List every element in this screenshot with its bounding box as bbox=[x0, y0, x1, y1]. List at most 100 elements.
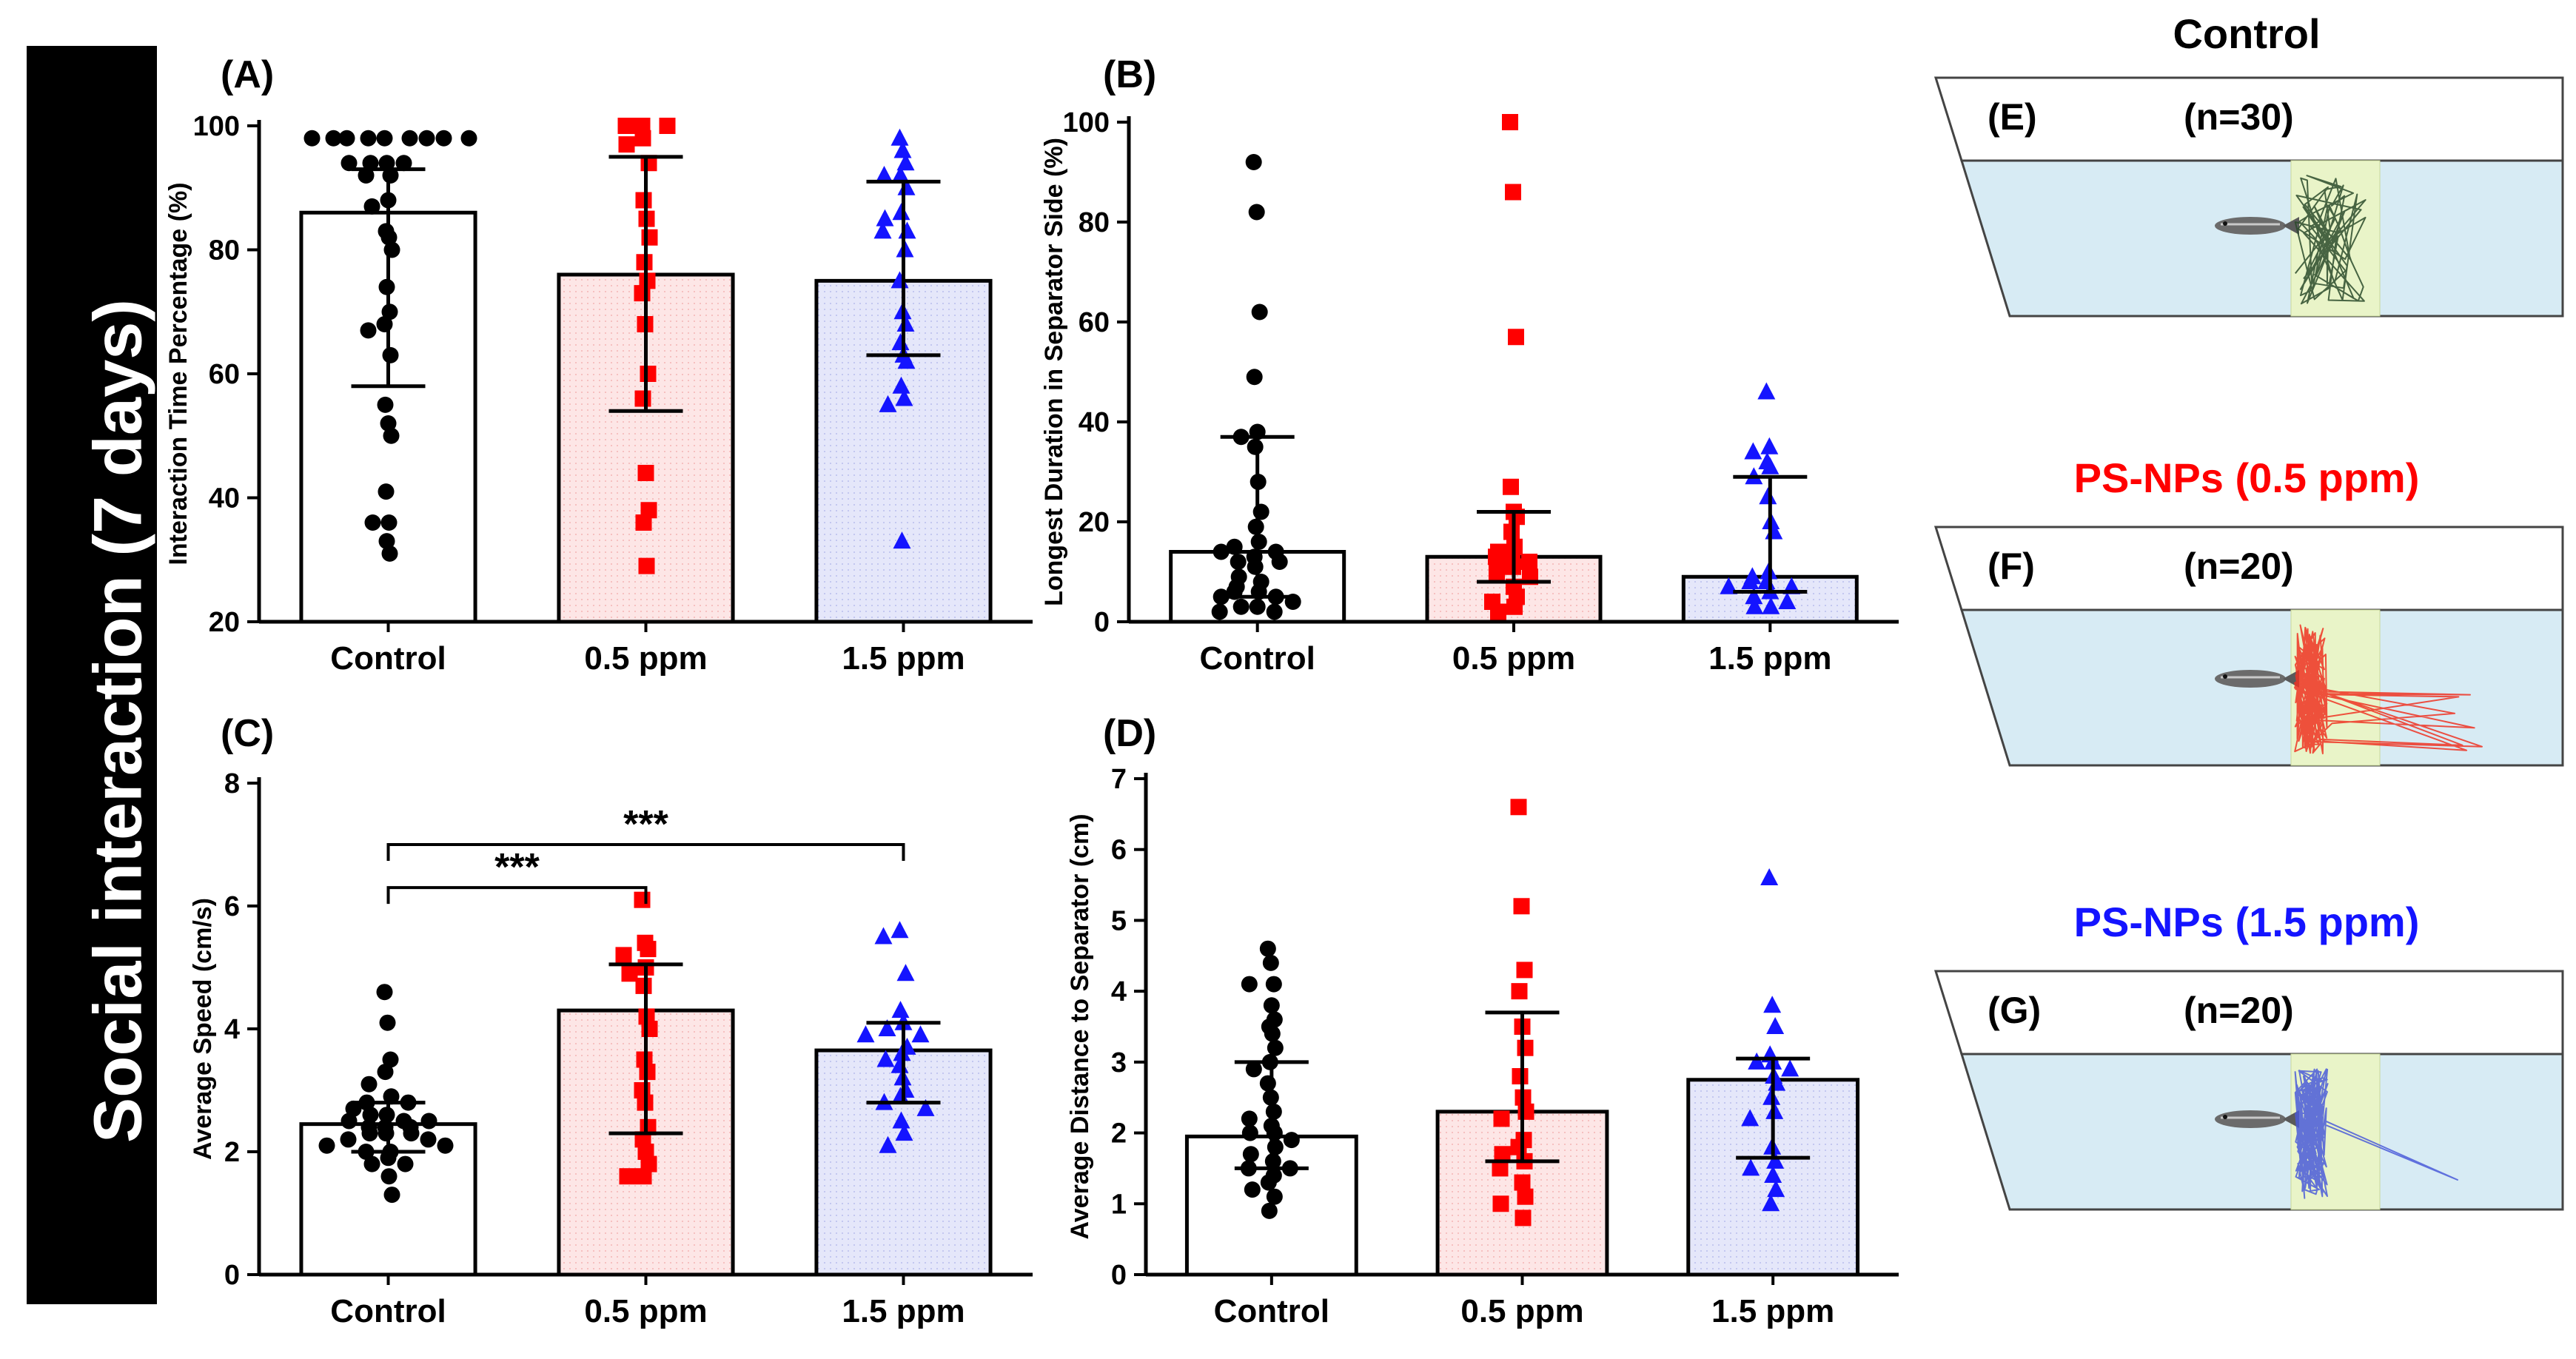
data-point bbox=[358, 167, 375, 184]
data-point bbox=[634, 285, 651, 302]
data-point bbox=[640, 1155, 657, 1172]
data-point bbox=[1492, 1160, 1509, 1177]
x-tick-label: Control bbox=[330, 640, 446, 677]
data-point bbox=[1212, 543, 1230, 560]
data-point bbox=[383, 1187, 400, 1204]
data-point bbox=[634, 390, 651, 407]
data-point bbox=[1516, 962, 1533, 979]
data-point bbox=[380, 1150, 397, 1167]
data-point bbox=[376, 130, 393, 147]
data-point bbox=[1263, 997, 1280, 1014]
y-tick-label: 3 bbox=[1111, 1047, 1127, 1078]
tracking-panel-f: PS-NPs (0.5 ppm) (F) (n=20) bbox=[1933, 454, 2564, 767]
data-point bbox=[1488, 548, 1504, 566]
fish-body bbox=[2215, 1110, 2286, 1128]
data-point bbox=[338, 130, 355, 147]
data-point bbox=[1508, 329, 1524, 346]
data-point bbox=[361, 1125, 378, 1142]
data-point bbox=[1266, 1188, 1283, 1205]
y-tick-label: 7 bbox=[1111, 764, 1127, 795]
data-point bbox=[1766, 1017, 1785, 1034]
tank-water bbox=[1959, 1053, 2564, 1211]
data-point bbox=[891, 1001, 910, 1019]
data-point bbox=[1762, 1194, 1780, 1212]
data-point bbox=[1781, 1059, 1799, 1077]
significance-bracket bbox=[386, 843, 905, 861]
tracking-title: PS-NPs (0.5 ppm) bbox=[2074, 454, 2420, 501]
panel-label: (E) bbox=[1988, 96, 2037, 138]
x-tick-label: 0.5 ppm bbox=[1452, 640, 1575, 677]
data-point bbox=[1759, 487, 1777, 505]
data-point bbox=[1510, 1138, 1527, 1155]
y-tick-label: 0 bbox=[1094, 607, 1110, 638]
data-point bbox=[418, 130, 435, 147]
data-point bbox=[1251, 303, 1268, 321]
data-point bbox=[1511, 983, 1528, 1000]
data-point bbox=[1264, 1025, 1281, 1042]
data-point bbox=[395, 155, 412, 172]
data-point bbox=[1517, 1103, 1534, 1120]
data-point bbox=[873, 221, 892, 239]
data-point bbox=[377, 1064, 394, 1081]
data-point bbox=[1517, 1039, 1534, 1056]
data-point bbox=[325, 130, 342, 147]
data-point bbox=[1245, 1061, 1262, 1078]
x-tick-label: Control bbox=[330, 1293, 446, 1329]
fish-eye bbox=[2223, 674, 2227, 679]
data-point bbox=[1267, 1138, 1284, 1155]
y-tick-label: 60 bbox=[209, 359, 240, 390]
data-point bbox=[1252, 503, 1269, 520]
data-point bbox=[1259, 940, 1276, 957]
data-point bbox=[376, 316, 393, 332]
data-point bbox=[1742, 1158, 1760, 1176]
data-point bbox=[1248, 204, 1265, 221]
y-tick-label: 8 bbox=[224, 768, 240, 799]
data-point bbox=[638, 557, 655, 574]
fish-icon bbox=[2215, 217, 2299, 235]
data-point bbox=[1744, 442, 1762, 460]
data-point bbox=[896, 315, 915, 332]
data-point bbox=[401, 130, 418, 147]
x-tick-label: Control bbox=[1214, 1293, 1329, 1329]
tracks-layer: Control (E) (n=30) PS-NPs (0.5 ppm) (F) (n=20… bbox=[1933, 10, 2564, 1211]
data-point bbox=[893, 141, 912, 158]
data-point bbox=[1763, 996, 1782, 1013]
y-axis-label: Average Distance to Separator (cm) bbox=[1066, 813, 1094, 1239]
y-tick-label: 20 bbox=[1079, 507, 1110, 538]
tank-water bbox=[1959, 159, 2564, 318]
data-point bbox=[362, 155, 379, 172]
data-point bbox=[635, 192, 652, 209]
data-point bbox=[635, 977, 652, 994]
data-point bbox=[380, 1168, 398, 1185]
data-point bbox=[640, 366, 657, 382]
data-point bbox=[1245, 154, 1262, 170]
data-point bbox=[403, 1125, 420, 1142]
y-tick-label: 4 bbox=[1111, 976, 1127, 1007]
data-point bbox=[380, 415, 397, 432]
data-point bbox=[1741, 1109, 1760, 1127]
y-tick-label: 4 bbox=[224, 1014, 240, 1045]
data-point bbox=[641, 1021, 658, 1037]
data-point bbox=[916, 1098, 935, 1116]
data-point bbox=[1259, 1075, 1276, 1092]
n-label: (n=30) bbox=[2184, 96, 2294, 138]
data-point bbox=[1247, 558, 1264, 575]
data-point bbox=[1494, 1146, 1511, 1163]
data-point bbox=[1266, 603, 1283, 620]
data-point bbox=[1492, 1195, 1509, 1212]
data-point bbox=[1265, 976, 1282, 993]
data-point bbox=[318, 1137, 335, 1154]
tank-water bbox=[1959, 608, 2564, 767]
data-point bbox=[1760, 868, 1779, 885]
sidebar-title-bar: Social interaction (7 days) bbox=[27, 46, 157, 1304]
data-point bbox=[1230, 554, 1247, 570]
y-axis-label: Interaction Time Percentage (%) bbox=[164, 182, 192, 565]
data-point bbox=[634, 118, 651, 134]
n-label: (n=20) bbox=[2184, 990, 2294, 1031]
data-point bbox=[635, 514, 652, 531]
data-point bbox=[1506, 598, 1523, 615]
data-point bbox=[1503, 523, 1520, 540]
n-label: (n=20) bbox=[2184, 546, 2294, 587]
data-point bbox=[634, 130, 651, 147]
data-point bbox=[641, 229, 658, 246]
